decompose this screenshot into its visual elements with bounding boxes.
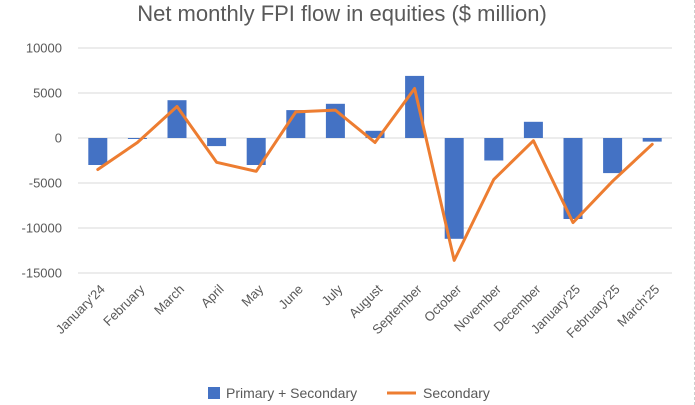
y-axis-ticks: 10000 5000 0 -5000 -10000 -15000 (22, 41, 62, 281)
line-series (96, 87, 654, 262)
gridlines (78, 47, 672, 274)
bar (127, 138, 147, 139)
bar-series (88, 75, 662, 239)
x-tick-label: July (319, 281, 346, 308)
bar (484, 138, 504, 161)
bar (563, 138, 583, 219)
legend-swatch-primary-secondary (208, 387, 220, 399)
bar (642, 138, 662, 142)
y-tick-label: 10000 (26, 41, 62, 56)
bar (405, 75, 425, 138)
bar (365, 130, 385, 138)
bar (207, 138, 227, 147)
x-tick-label: March'25 (614, 282, 662, 330)
bar (603, 138, 623, 174)
y-tick-label: -15000 (22, 266, 62, 281)
legend: Primary + Secondary Secondary (208, 385, 490, 401)
bar (444, 138, 464, 239)
y-tick-label: -10000 (22, 221, 62, 236)
x-tick-label: February (100, 281, 148, 329)
bar (246, 138, 266, 165)
y-tick-label: 0 (55, 131, 62, 146)
x-tick-label: January'24 (53, 282, 108, 337)
x-tick-label: May (238, 281, 266, 309)
legend-label-secondary: Secondary (423, 385, 490, 401)
bar (523, 121, 543, 138)
bar (88, 138, 108, 165)
y-tick-label: -5000 (29, 176, 62, 191)
x-tick-label: June (275, 282, 306, 313)
x-tick-label: March (151, 282, 187, 318)
legend-label-primary-secondary: Primary + Secondary (226, 385, 357, 401)
x-tick-label: April (198, 281, 227, 310)
chart-title: Net monthly FPI flow in equities ($ mill… (137, 1, 547, 26)
y-tick-label: 5000 (33, 86, 62, 101)
